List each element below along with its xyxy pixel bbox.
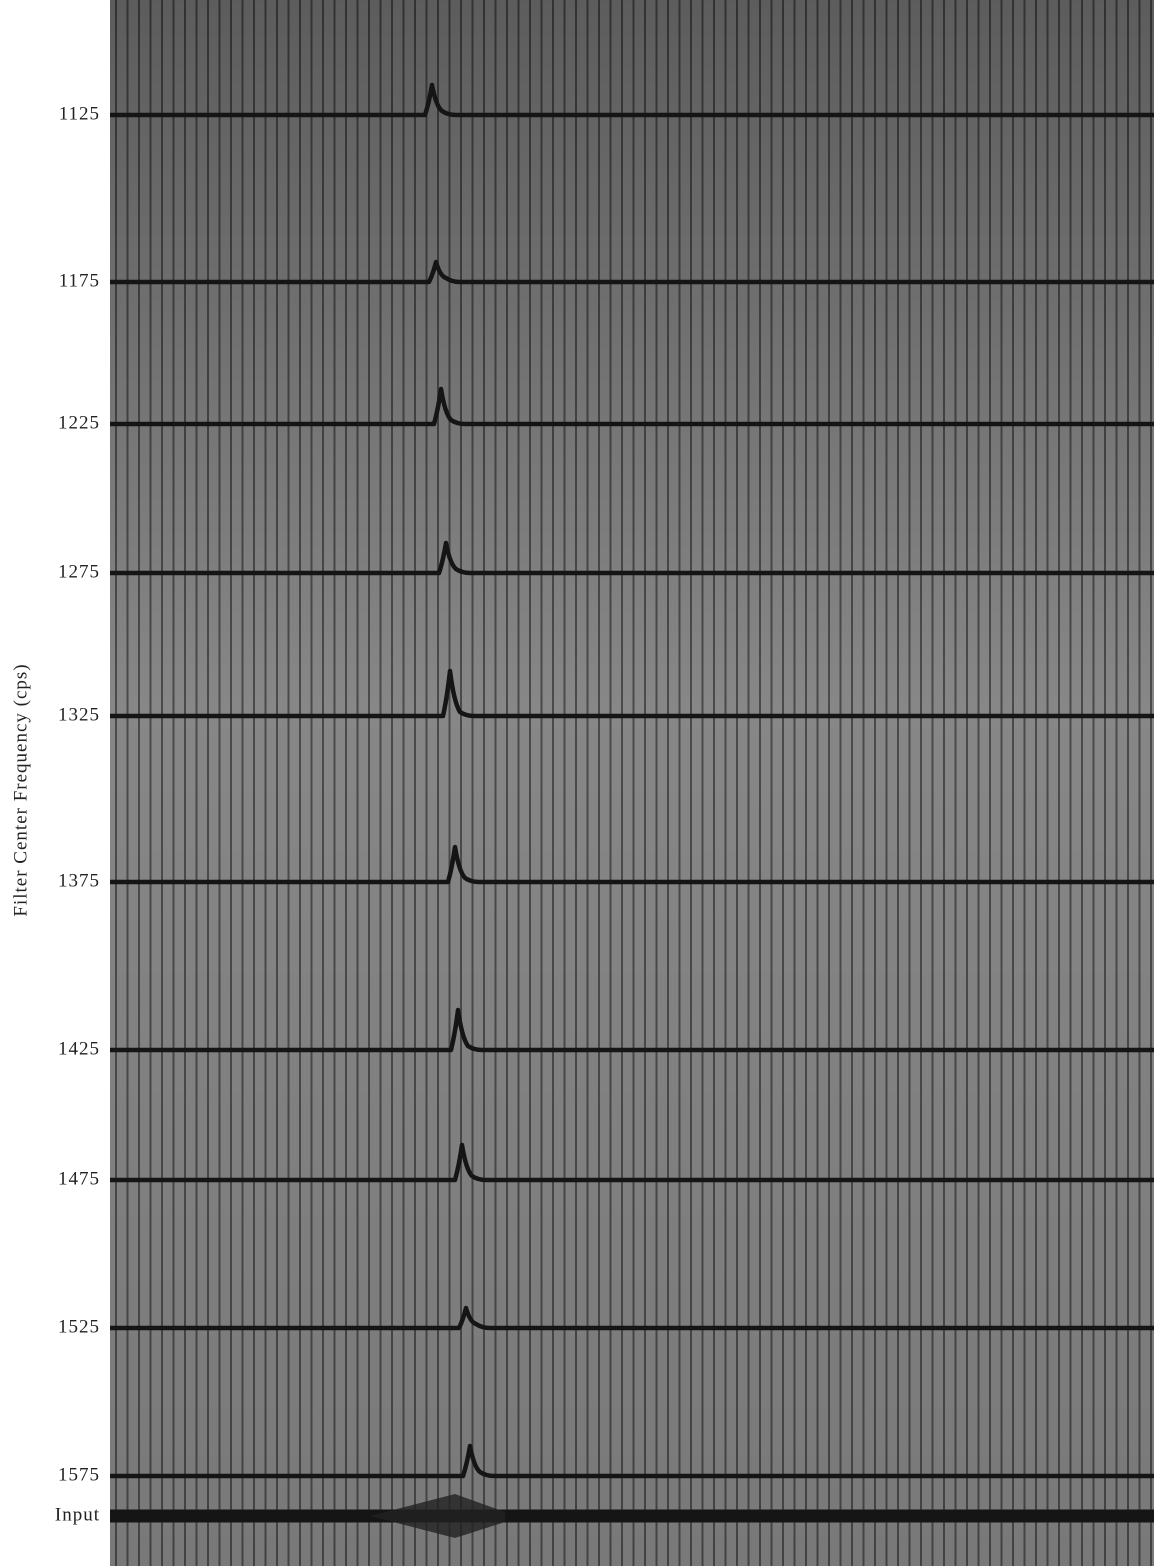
row-label: 1525: [58, 1316, 100, 1337]
traces: [110, 82, 1154, 1538]
row-label: 1325: [58, 704, 100, 725]
trace: [110, 1443, 1154, 1479]
row-label: 1475: [58, 1168, 100, 1189]
row-label: 1575: [58, 1464, 100, 1485]
paper-shade: [110, 0, 1154, 1566]
trace: [110, 668, 1154, 719]
input-burst: [370, 1494, 505, 1538]
trace: [110, 1305, 1154, 1331]
axis-label: Filter Center Frequency (cps): [10, 663, 31, 916]
trace: [110, 386, 1154, 427]
row-label: 1125: [59, 103, 100, 124]
row-label: Input: [55, 1504, 100, 1525]
trace: [110, 82, 1154, 118]
row-label: 1425: [58, 1038, 100, 1059]
trace: [110, 844, 1154, 885]
trace: [110, 1142, 1154, 1183]
row-label: 1275: [58, 561, 100, 582]
trace: [110, 540, 1154, 576]
row-label: 1175: [59, 270, 100, 291]
row-label: 1375: [58, 870, 100, 891]
trace: [110, 259, 1154, 285]
trace: [110, 1007, 1154, 1053]
row-label: 1225: [58, 412, 100, 433]
